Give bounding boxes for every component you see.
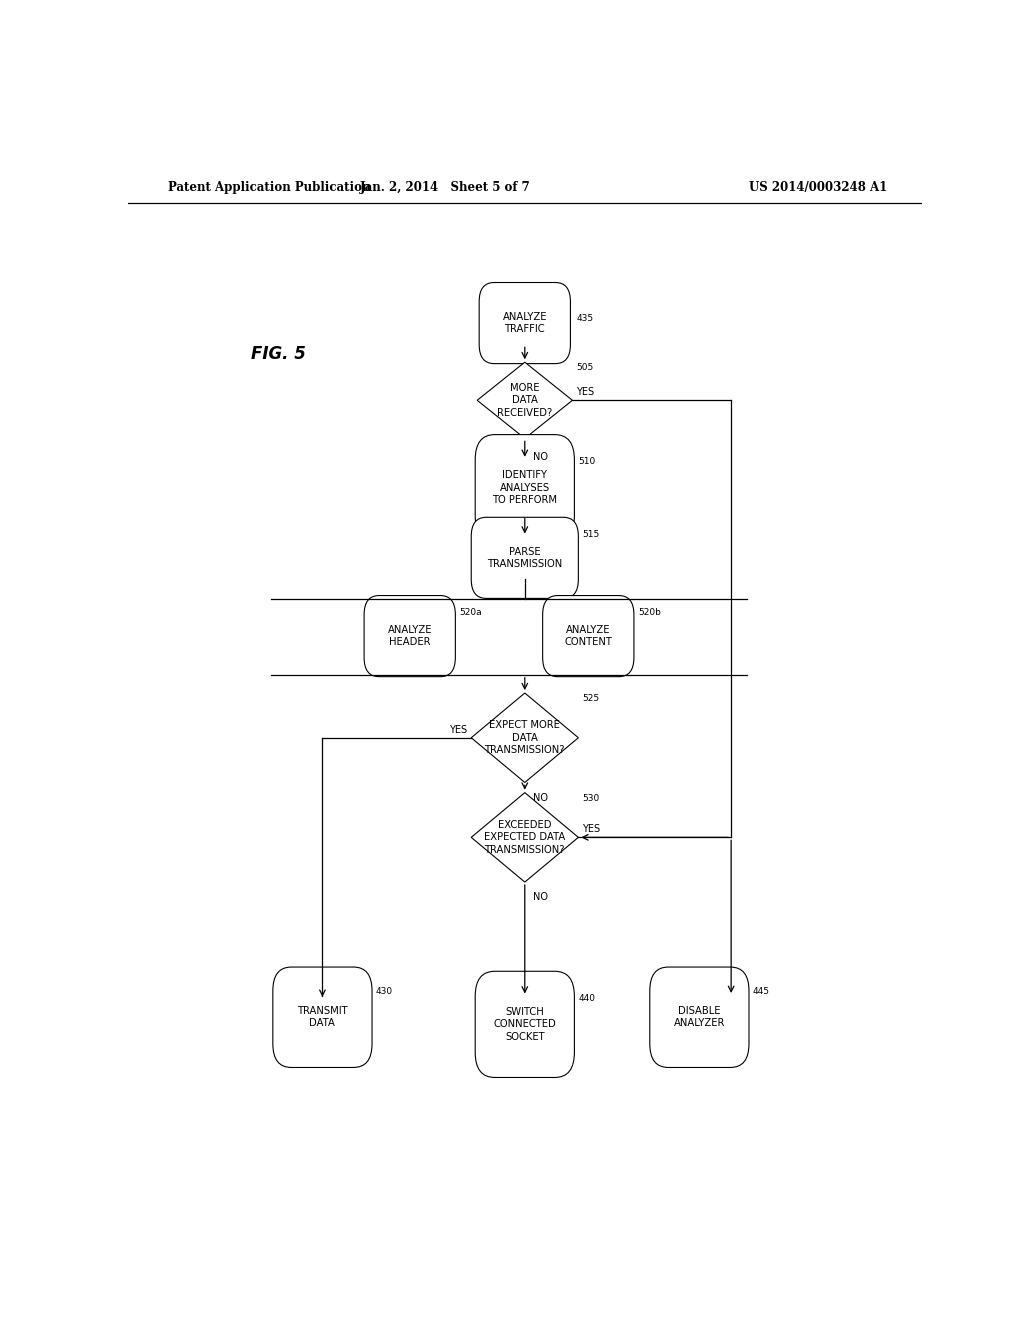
- Text: ANALYZE
CONTENT: ANALYZE CONTENT: [564, 624, 612, 647]
- Text: 445: 445: [753, 987, 770, 995]
- Text: EXPECT MORE
DATA
TRANSMISSION?: EXPECT MORE DATA TRANSMISSION?: [484, 721, 565, 755]
- FancyBboxPatch shape: [471, 517, 579, 598]
- Text: 435: 435: [577, 314, 594, 323]
- Text: YES: YES: [583, 824, 600, 834]
- Text: MORE
DATA
RECEIVED?: MORE DATA RECEIVED?: [498, 383, 552, 417]
- Text: Jan. 2, 2014   Sheet 5 of 7: Jan. 2, 2014 Sheet 5 of 7: [360, 181, 530, 194]
- Text: 440: 440: [579, 994, 595, 1002]
- Text: SWITCH
CONNECTED
SOCKET: SWITCH CONNECTED SOCKET: [494, 1007, 556, 1041]
- Text: ANALYZE
HEADER: ANALYZE HEADER: [387, 624, 432, 647]
- Text: 530: 530: [583, 793, 600, 803]
- Text: 525: 525: [583, 694, 599, 704]
- Text: 510: 510: [579, 457, 596, 466]
- Text: 520b: 520b: [638, 607, 660, 616]
- Text: Patent Application Publication: Patent Application Publication: [168, 181, 371, 194]
- Text: EXCEEDED
EXPECTED DATA
TRANSMISSION?: EXCEEDED EXPECTED DATA TRANSMISSION?: [484, 820, 565, 855]
- Text: IDENTIFY
ANALYSES
TO PERFORM: IDENTIFY ANALYSES TO PERFORM: [493, 470, 557, 506]
- FancyBboxPatch shape: [272, 968, 372, 1068]
- FancyBboxPatch shape: [365, 595, 456, 677]
- Text: US 2014/0003248 A1: US 2014/0003248 A1: [750, 181, 888, 194]
- Text: NO: NO: [532, 451, 548, 462]
- Polygon shape: [471, 693, 579, 783]
- Text: YES: YES: [577, 387, 595, 397]
- FancyBboxPatch shape: [543, 595, 634, 677]
- Text: PARSE
TRANSMISSION: PARSE TRANSMISSION: [487, 546, 562, 569]
- Text: 505: 505: [577, 363, 594, 372]
- Text: 430: 430: [376, 987, 393, 995]
- Polygon shape: [477, 362, 572, 438]
- FancyBboxPatch shape: [475, 972, 574, 1077]
- Text: NO: NO: [532, 892, 548, 903]
- Text: NO: NO: [532, 793, 548, 803]
- FancyBboxPatch shape: [479, 282, 570, 363]
- Text: FIG. 5: FIG. 5: [251, 345, 306, 363]
- Text: YES: YES: [450, 725, 467, 735]
- Polygon shape: [471, 792, 579, 882]
- Text: 520a: 520a: [460, 607, 482, 616]
- Text: TRANSMIT
DATA: TRANSMIT DATA: [297, 1006, 348, 1028]
- Text: ANALYZE
TRAFFIC: ANALYZE TRAFFIC: [503, 312, 547, 334]
- FancyBboxPatch shape: [650, 968, 749, 1068]
- FancyBboxPatch shape: [475, 434, 574, 541]
- Text: 515: 515: [583, 529, 600, 539]
- Text: DISABLE
ANALYZER: DISABLE ANALYZER: [674, 1006, 725, 1028]
